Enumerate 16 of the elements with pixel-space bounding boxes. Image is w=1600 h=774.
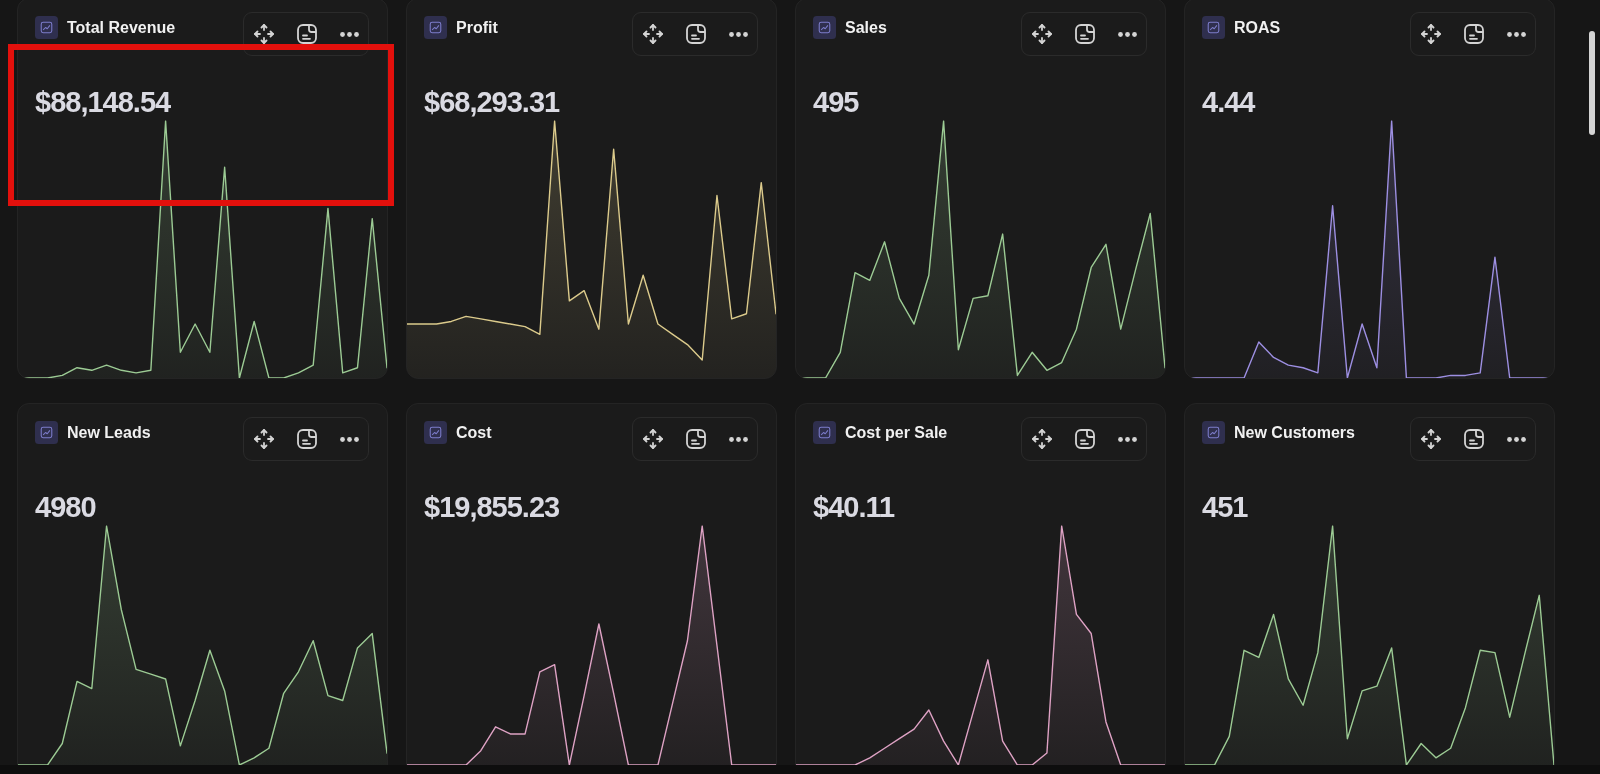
chart-subtitle: $19,855.23 — [424, 490, 560, 524]
chart-title: New Customers — [1234, 423, 1355, 443]
chart-subtitle: 495 — [813, 85, 859, 119]
chart-title: Profit — [456, 18, 498, 38]
chart-title: Sales — [845, 18, 887, 38]
chart-title: Cost — [456, 423, 492, 443]
chart-subtitle: 4.44 — [1202, 85, 1255, 119]
chart-title: New Leads — [67, 423, 151, 443]
chart-subtitle: 4980 — [35, 490, 96, 524]
chart-title: ROAS — [1234, 18, 1281, 38]
chart-subtitle: $40.11 — [813, 490, 895, 524]
chart-title: Total Revenue — [67, 18, 176, 38]
chart-subtitle: 451 — [1202, 490, 1248, 524]
chart-title: Cost per Sale — [845, 423, 948, 443]
chart-subtitle: $68,293.31 — [424, 85, 560, 119]
chart-subtitle: $88,148.54 — [35, 85, 171, 119]
